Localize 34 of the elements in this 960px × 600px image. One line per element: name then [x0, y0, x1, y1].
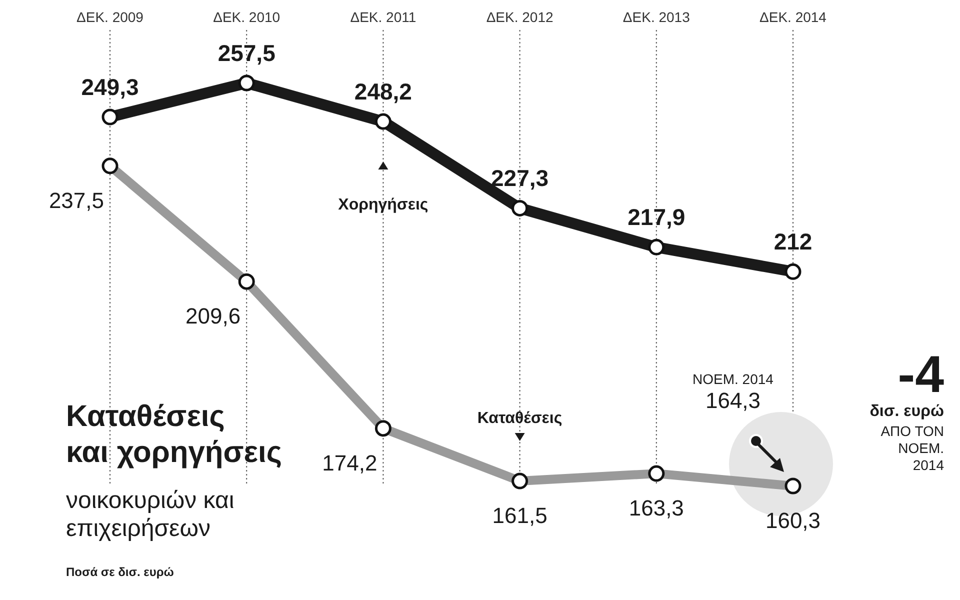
data-label: 209,6 — [186, 304, 241, 329]
point — [374, 113, 392, 130]
point — [512, 200, 528, 216]
text: Καταθέσεις και χορηγήσεις — [66, 400, 282, 469]
annotation: ΝΟΕΜ. 2014 — [692, 371, 774, 387]
data-label: 161,5 — [492, 503, 548, 528]
data-label: 237,5 — [48, 188, 104, 213]
text: ΑΠΟ ΤΟΝ ΝΟΕΜ. 2014 — [880, 423, 944, 473]
text: δισ. ευρώ — [870, 403, 944, 420]
data-label: 248,2 — [354, 78, 412, 105]
data-label: 163,3 — [628, 496, 684, 521]
point — [238, 74, 255, 92]
annotation: 164,3 — [705, 388, 761, 413]
data-label: 227,3 — [491, 165, 549, 192]
text: Ποσά σε δισ. ευρώ — [66, 565, 174, 579]
point — [784, 263, 802, 280]
text: -4 — [898, 346, 944, 404]
x-tick-label: ΔΕΚ. 2010 — [213, 9, 280, 25]
point — [648, 238, 665, 256]
data-label: 249,3 — [81, 74, 139, 100]
data-label: 212 — [774, 228, 812, 255]
x-tick-label: ΔΕΚ. 2009 — [76, 9, 144, 25]
x-tick-label: ΔΕΚ. 2012 — [486, 9, 554, 25]
data-label: 217,9 — [628, 204, 686, 230]
text: Χορηγήσεις — [338, 196, 428, 214]
x-tick-label: ΔΕΚ. 2013 — [622, 9, 690, 25]
point — [102, 108, 118, 126]
text: νοικοκυριών και επιχειρήσεων — [66, 487, 234, 542]
data-label: 160,3 — [765, 508, 821, 533]
x-tick-label: ΔΕΚ. 2014 — [760, 9, 827, 25]
data-label: 174,2 — [322, 450, 378, 476]
data-label: 257,5 — [218, 40, 276, 66]
x-tick-label: ΔΕΚ. 2011 — [350, 9, 416, 25]
text: Καταθέσεις — [477, 410, 562, 428]
